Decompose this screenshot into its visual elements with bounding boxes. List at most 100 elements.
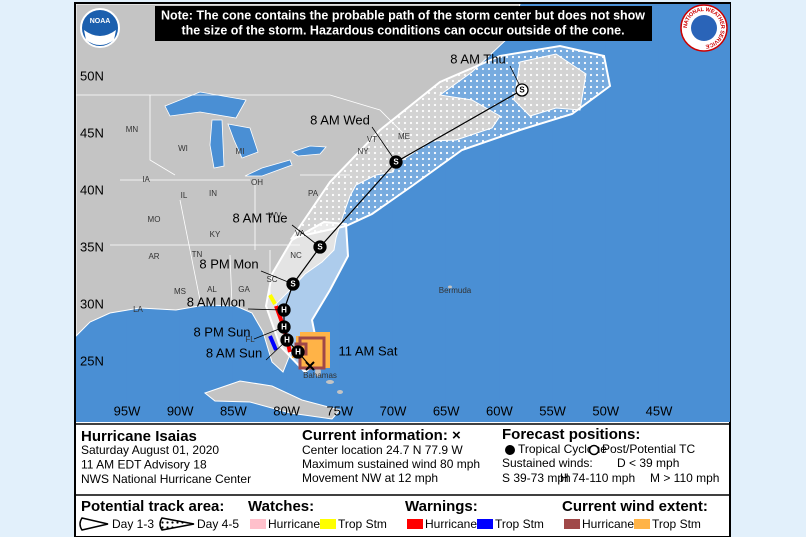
info-line: NWS National Hurricane Center — [81, 472, 251, 486]
region-label: ME — [398, 132, 410, 141]
lon-label: 80W — [273, 403, 300, 418]
current-line: Movement NW at 12 mph — [302, 471, 438, 485]
legend-swatch — [564, 519, 580, 529]
legend-tc — [505, 445, 515, 455]
current-line: Center location 24.7 N 77.9 W — [302, 443, 463, 457]
wind-class: D < 39 mph — [617, 456, 679, 470]
forecast-marker — [389, 155, 403, 169]
label-leader — [371, 126, 397, 163]
region-label: GA — [238, 285, 250, 294]
region-label: IN — [209, 189, 217, 198]
lat-label: 40N — [80, 182, 104, 197]
legend-item: Trop Stm — [495, 517, 544, 531]
note-line: Note: The cone contains the probable pat… — [161, 8, 645, 22]
note-box — [155, 6, 652, 41]
lon-label: 60W — [486, 403, 513, 418]
legend-group-title: Watches: — [248, 498, 314, 515]
great-lakes — [164, 91, 327, 177]
lon-label: 85W — [220, 403, 247, 418]
forecast-marker — [515, 83, 529, 97]
region-label: VT — [367, 135, 377, 144]
legend-post-label: Post/Potential TC — [602, 442, 695, 456]
forecast-marker — [313, 240, 327, 254]
wind-extent — [292, 332, 330, 370]
lat-label: 25N — [80, 353, 104, 368]
winds-title: Sustained winds: — [502, 456, 593, 470]
legend-day45 — [159, 517, 195, 531]
wind-class: M > 110 mph — [650, 471, 719, 485]
forecast-label: 8 AM Thu — [450, 51, 505, 66]
region-label: MN — [126, 125, 139, 134]
lat-label: 35N — [80, 239, 104, 254]
forecast-symbol: H — [281, 323, 287, 332]
forecast-symbol: S — [317, 243, 323, 252]
legend-post — [588, 444, 600, 456]
forecast-marker — [277, 320, 291, 334]
region-label: AR — [148, 252, 159, 261]
lon-label: 45W — [646, 403, 673, 418]
lon-label: 95W — [114, 403, 141, 418]
legend-day45-label: Day 4-5 — [197, 517, 239, 531]
lat-label: 30N — [80, 296, 104, 311]
region-label: Bahamas — [303, 371, 337, 380]
wind-class: S 39-73 mph — [502, 471, 571, 485]
forecast-label: 8 AM Sun — [206, 345, 262, 360]
current-line: Maximum sustained wind 80 mph — [302, 457, 480, 471]
note-line: the size of the storm. Hazardous conditi… — [181, 23, 624, 37]
nws-center — [691, 15, 717, 41]
region-label: PA — [308, 189, 319, 198]
forecast-symbol: S — [393, 158, 399, 167]
legend-item: Hurricane — [268, 517, 320, 531]
region-label: AL — [207, 285, 217, 294]
current-label: 11 AM Sat — [338, 343, 397, 358]
forecast-symbol: S — [290, 280, 296, 289]
cuba — [203, 380, 341, 420]
legend-swatch — [250, 519, 266, 529]
forecast-symbol: H — [284, 336, 290, 345]
region-label: LA — [133, 305, 143, 314]
legend-day13-label: Day 1-3 — [112, 517, 154, 531]
lat-label: 50N — [80, 68, 104, 83]
forecast-label: 8 AM Tue — [233, 210, 288, 225]
region-label: WV — [269, 211, 283, 220]
lat-label: 45N — [80, 125, 104, 140]
lon-label: 75W — [326, 403, 353, 418]
legend-swatch — [407, 519, 423, 529]
legend-swatch — [477, 519, 493, 529]
noaa-wave — [84, 30, 116, 45]
legend-item: Trop Stm — [338, 517, 387, 531]
region-label: TN — [192, 250, 203, 259]
forecast-marker — [291, 345, 305, 359]
region-label: IL — [181, 191, 188, 200]
region-label: NY — [357, 147, 369, 156]
wind-class: H 74-110 mph — [560, 471, 635, 485]
region-label: FL — [245, 335, 255, 344]
forecast-label: 8 AM Wed — [310, 112, 370, 127]
forecast-symbol: H — [281, 306, 287, 315]
track-title: Potential track area: — [81, 498, 224, 515]
lon-label: 55W — [539, 403, 566, 418]
region-label: KY — [210, 230, 221, 239]
region-label: MS — [174, 287, 186, 296]
legend-tc-label: Tropical Cyclone — [518, 442, 607, 456]
noaa-text: NOAA — [90, 18, 111, 25]
legend-item: Hurricane — [425, 517, 477, 531]
region-label: OH — [251, 178, 263, 187]
region-label: VA — [295, 229, 306, 238]
region-label: Bermuda — [439, 286, 472, 295]
forecast-marker — [277, 303, 291, 317]
forecast-symbol: S — [519, 86, 525, 95]
region-label: MO — [148, 215, 161, 224]
region-label: SC — [266, 275, 277, 284]
forecast-marker — [280, 333, 294, 347]
info-line: 11 AM EDT Advisory 18 — [81, 458, 207, 472]
info-line: Saturday August 01, 2020 — [81, 443, 219, 457]
current-position — [305, 361, 315, 371]
current-title: Current information: × — [302, 427, 461, 444]
lon-label: 65W — [433, 403, 460, 418]
legend-swatch — [634, 519, 650, 529]
lon-label: 70W — [380, 403, 407, 418]
legend-item: Trop Stm — [652, 517, 701, 531]
